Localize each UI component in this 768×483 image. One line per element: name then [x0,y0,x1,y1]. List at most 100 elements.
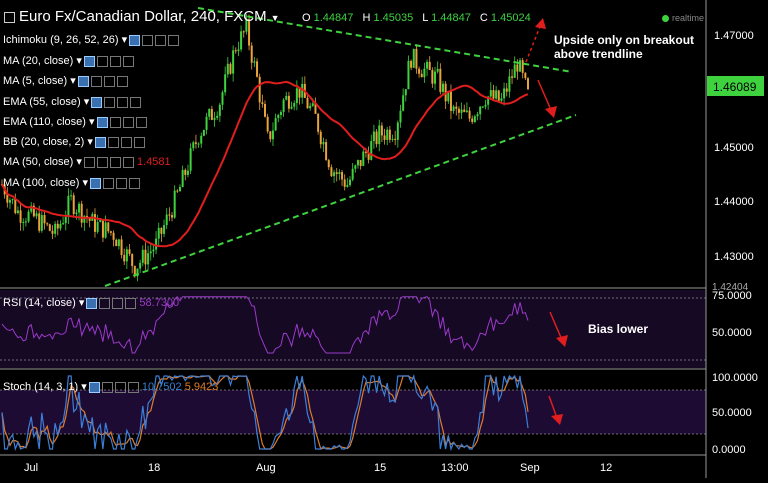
candle-body [269,131,272,140]
candle-body [248,19,251,46]
candle-body [27,211,30,222]
price-tick: 1.47000 [714,30,754,42]
eye-icon[interactable] [88,381,100,393]
chevron-down-icon[interactable]: ▾ [121,34,128,46]
chevron-down-icon[interactable]: ▾ [83,96,90,108]
candle-body [274,118,277,131]
stoch-tick: 100.0000 [712,372,758,384]
candle-body [434,71,437,84]
close-icon[interactable] [168,34,180,46]
candle-body [279,111,282,116]
candle-body [426,61,429,69]
time-axis[interactable]: Jul 18 Aug 15 13:00 Sep 12 [24,462,612,474]
settings-icon[interactable] [96,55,108,67]
candle-body [471,118,474,122]
eye-icon[interactable] [83,156,95,168]
candle-body [165,214,168,226]
format-icon[interactable] [155,34,167,46]
eye-icon[interactable] [90,177,102,189]
candle-body [234,50,237,52]
candle-body [200,135,203,144]
close-icon[interactable] [133,136,145,148]
rsi-label: RSI (14, close) [3,297,76,309]
indicator-label: MA (5, close) [3,75,68,87]
candle-body [88,218,91,221]
time-tick: 13:00 [441,462,469,474]
eye-icon[interactable] [83,55,95,67]
price-axis[interactable]: 1.47000 1.45000 1.44000 1.43000 [714,30,754,263]
indicator-row[interactable]: EMA (110, close) ▾ [3,115,147,128]
format-icon[interactable] [109,156,121,168]
indicator-row[interactable]: MA (20, close) ▾ [3,54,134,67]
upside-annotation: Upside only on breakout above trendline [554,33,695,61]
chevron-down-icon[interactable]: ▾ [87,136,93,148]
eye-icon[interactable] [91,96,103,108]
settings-icon[interactable] [103,177,115,189]
candle-body [497,90,500,101]
candle-body [186,170,189,175]
chevron-down-icon[interactable]: ▾ [89,116,95,128]
collapse-icon[interactable] [4,11,15,23]
settings-icon[interactable] [109,116,121,128]
format-icon[interactable] [114,381,126,393]
indicator-row[interactable]: MA (5, close) ▾ [3,74,128,87]
candle-body [38,213,41,231]
close-icon[interactable] [122,55,134,67]
eye-icon[interactable] [86,297,98,309]
rsi-tick: 75.0000 [712,290,752,302]
format-icon[interactable] [122,116,134,128]
settings-icon[interactable] [99,297,111,309]
candle-body [460,109,463,113]
eye-icon[interactable] [94,136,106,148]
close-icon[interactable] [130,96,142,108]
candle-body [208,109,211,117]
chevron-down-icon[interactable]: ▾ [82,177,89,189]
chevron-down-icon[interactable]: ▾ [70,75,76,87]
eye-icon[interactable] [96,116,108,128]
candle-body [449,91,452,111]
format-icon[interactable] [112,297,124,309]
close-icon[interactable] [125,297,137,309]
rsi-legend[interactable]: RSI (14, close) ▾ 58.7300 [3,296,179,309]
chart-title-bar[interactable]: Euro Fx/Canadian Dollar, 240, FXCM ▼ [4,8,280,25]
candle-body [48,224,51,231]
chevron-down-icon[interactable]: ▾ [81,381,87,393]
chevron-down-icon[interactable]: ▼ [270,13,280,23]
indicator-row[interactable]: MA (100, close) ▾ [3,176,141,189]
settings-icon[interactable] [142,34,154,46]
settings-icon[interactable] [96,156,108,168]
candle-body [184,169,187,175]
candle-body [83,215,86,223]
candle-body [232,50,235,74]
indicator-row[interactable]: Ichimoku (9, 26, 52, 26) ▾ [3,33,180,46]
close-icon[interactable] [127,381,139,393]
close-icon[interactable] [122,156,134,168]
close-icon[interactable] [116,75,128,87]
ohlc-value: 1.44847 [431,12,471,24]
chevron-down-icon[interactable]: ▾ [78,297,85,309]
format-icon[interactable] [109,55,121,67]
indicator-row[interactable]: EMA (55, close) ▾ [3,95,142,108]
chevron-down-icon[interactable]: ▾ [76,55,82,67]
candle-body [521,60,524,73]
settings-icon[interactable] [90,75,102,87]
chevron-down-icon[interactable]: ▾ [76,156,82,168]
stoch-legend[interactable]: Stoch (14, 3, 1) ▾ 10.7502 5.9423 [3,380,218,393]
indicator-row[interactable]: BB (20, close, 2) ▾ [3,135,145,148]
settings-icon[interactable] [104,96,116,108]
eye-icon[interactable] [129,34,141,46]
rsi-tick: 50.0000 [712,327,752,339]
format-icon[interactable] [116,177,128,189]
current-price-value: 1.46089 [713,80,757,94]
format-icon[interactable] [117,96,129,108]
eye-icon[interactable] [77,75,89,87]
format-icon[interactable] [120,136,132,148]
settings-icon[interactable] [101,381,113,393]
close-icon[interactable] [135,116,147,128]
candle-body [147,253,150,265]
format-icon[interactable] [103,75,115,87]
indicator-row[interactable]: MA (50, close) ▾ 1.4581 [3,155,171,168]
close-icon[interactable] [129,177,141,189]
settings-icon[interactable] [107,136,119,148]
